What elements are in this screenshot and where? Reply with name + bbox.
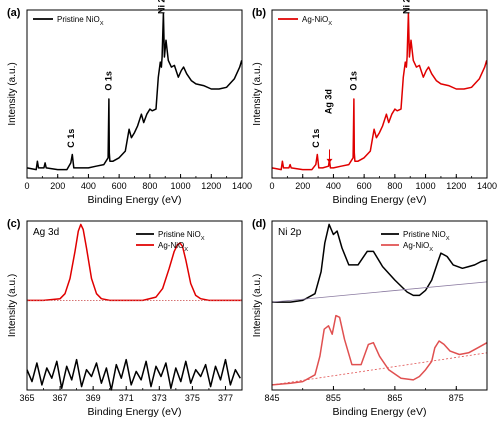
x-tick-label: 200 [295,181,310,191]
x-tick-label: 800 [142,181,157,191]
x-tick-label: 400 [326,181,341,191]
baseline [271,352,488,386]
peak-annotation: Ni 2p [401,0,411,14]
inset-label: Ni 2p [278,227,302,238]
peak-annotation: Ni 2p [156,0,166,14]
x-tick-label: 1000 [171,181,191,191]
legend-label: Pristine NiOX [57,15,104,27]
x-tick-label: 367 [53,393,68,403]
y-axis-title: Intensity (a.u.) [7,274,18,337]
baseline [271,281,488,303]
x-tick-label: 600 [357,181,372,191]
legend-label: Ag-NiOX [158,241,188,253]
inset-label: Ag 3d [33,227,59,238]
x-tick-label: 373 [152,393,167,403]
annotation-arrowhead [326,158,333,163]
x-tick-label: 1200 [446,181,466,191]
x-tick-label: 0 [269,181,274,191]
series-line [272,223,488,303]
plot-frame [26,220,243,391]
panel-label: (d) [252,218,266,230]
y-axis-title: Intensity (a.u.) [7,62,18,125]
x-tick-label: 369 [86,393,101,403]
peak-annotation: Ag 3d [324,89,334,114]
series-line [271,12,488,171]
panel-label: (c) [7,218,21,230]
x-tick-label: 377 [218,393,233,403]
x-axis-title: Binding Energy (eV) [333,194,427,206]
plot-frame [271,9,488,179]
x-tick-label: 875 [449,393,464,403]
series-line [271,314,488,386]
x-tick-label: 865 [387,393,402,403]
plot-frame [271,220,488,391]
y-axis-title: Intensity (a.u.) [252,62,263,125]
series-line [27,223,242,302]
x-tick-label: 855 [326,393,341,403]
x-tick-label: 800 [387,181,402,191]
series-line [26,358,241,391]
plot-frame [26,9,243,179]
peak-annotation: O 1s [104,71,114,91]
x-tick-label: 400 [81,181,96,191]
legend-label: Ag-NiOX [302,15,332,27]
x-tick-label: 371 [119,393,134,403]
peak-annotation: C 1s [311,129,321,148]
x-tick-label: 845 [264,393,279,403]
panel-label: (b) [252,7,266,19]
x-tick-label: 200 [50,181,65,191]
x-axis-title: Binding Energy (eV) [333,406,427,418]
x-tick-label: 365 [19,393,34,403]
y-axis-title: Intensity (a.u.) [252,274,263,337]
x-axis-title: Binding Energy (eV) [88,194,182,206]
x-tick-label: 1200 [201,181,221,191]
x-tick-label: 0 [24,181,29,191]
x-axis-title: Binding Energy (eV) [88,406,182,418]
x-tick-label: 1400 [232,181,252,191]
legend-label: Ag-NiOX [403,241,433,253]
x-tick-label: 1000 [416,181,436,191]
x-tick-label: 1400 [477,181,497,191]
peak-annotation: O 1s [349,71,359,91]
x-tick-label: 375 [185,393,200,403]
series-line [26,12,243,171]
peak-annotation: C 1s [66,129,76,148]
panel-label: (a) [7,7,21,19]
x-tick-label: 600 [112,181,127,191]
